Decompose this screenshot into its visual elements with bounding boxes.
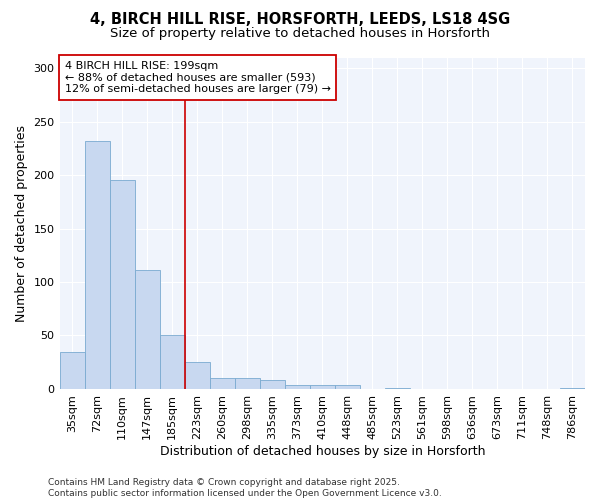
Bar [185, 362, 209, 389]
Text: Contains HM Land Registry data © Crown copyright and database right 2025.
Contai: Contains HM Land Registry data © Crown c… [48, 478, 442, 498]
Bar [385, 388, 410, 389]
Bar [260, 380, 285, 389]
Bar [209, 378, 235, 389]
Bar [160, 336, 185, 389]
Bar [310, 384, 335, 389]
Bar [560, 388, 585, 389]
Bar [285, 384, 310, 389]
Bar [59, 352, 85, 389]
Bar [134, 270, 160, 389]
Y-axis label: Number of detached properties: Number of detached properties [15, 124, 28, 322]
Bar [235, 378, 260, 389]
Bar [85, 141, 110, 389]
Text: 4, BIRCH HILL RISE, HORSFORTH, LEEDS, LS18 4SG: 4, BIRCH HILL RISE, HORSFORTH, LEEDS, LS… [90, 12, 510, 28]
Text: Size of property relative to detached houses in Horsforth: Size of property relative to detached ho… [110, 28, 490, 40]
Text: 4 BIRCH HILL RISE: 199sqm
← 88% of detached houses are smaller (593)
12% of semi: 4 BIRCH HILL RISE: 199sqm ← 88% of detac… [65, 61, 331, 94]
X-axis label: Distribution of detached houses by size in Horsforth: Distribution of detached houses by size … [160, 444, 485, 458]
Bar [335, 384, 360, 389]
Bar [110, 180, 134, 389]
